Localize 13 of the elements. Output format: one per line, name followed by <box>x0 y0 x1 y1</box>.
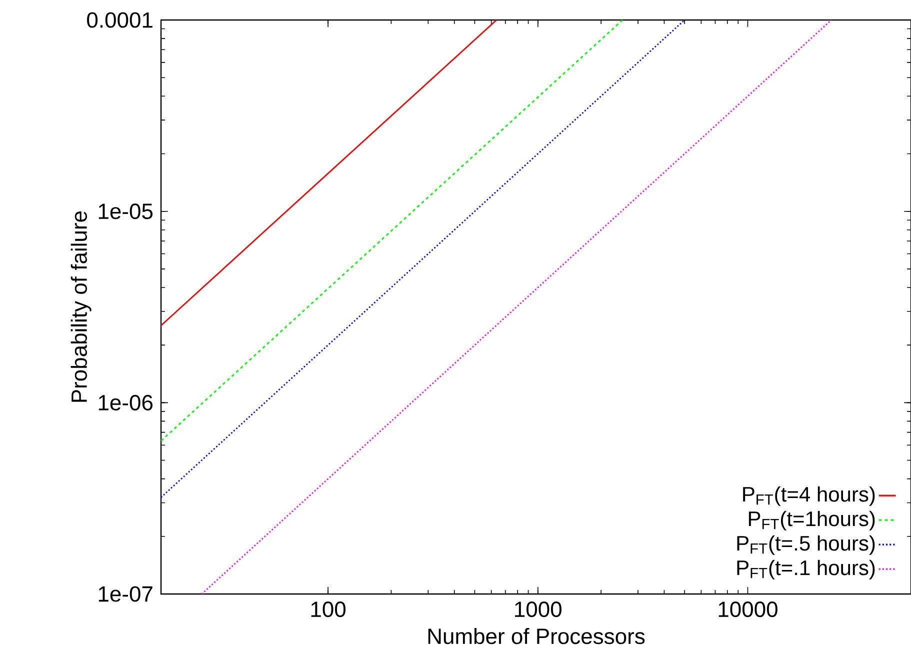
x-axis-title: Number of Processors <box>428 628 645 644</box>
y-tick-label: 1e-07 <box>98 586 152 602</box>
x-tick-label: 10000 <box>718 602 778 618</box>
legend-label: P$_{FT}$(t=.5 hours) <box>737 535 875 555</box>
x-tick-label: 1000 <box>515 602 562 618</box>
legend-label: P$_{FT}$(t=1hours) <box>748 510 875 530</box>
x-tick-label: 100 <box>311 602 346 618</box>
legend-label: P$_{FT}$(t=4 hours) <box>743 486 875 506</box>
legend-label: P$_{FT}$(t=.1 hours) <box>737 560 875 580</box>
y-tick-label: 1e-05 <box>98 204 153 220</box>
y-axis-title: Probability of failure <box>70 211 92 402</box>
y-tick-label: 1e-06 <box>98 394 152 410</box>
y-tick-label: 0.0001 <box>87 12 152 28</box>
